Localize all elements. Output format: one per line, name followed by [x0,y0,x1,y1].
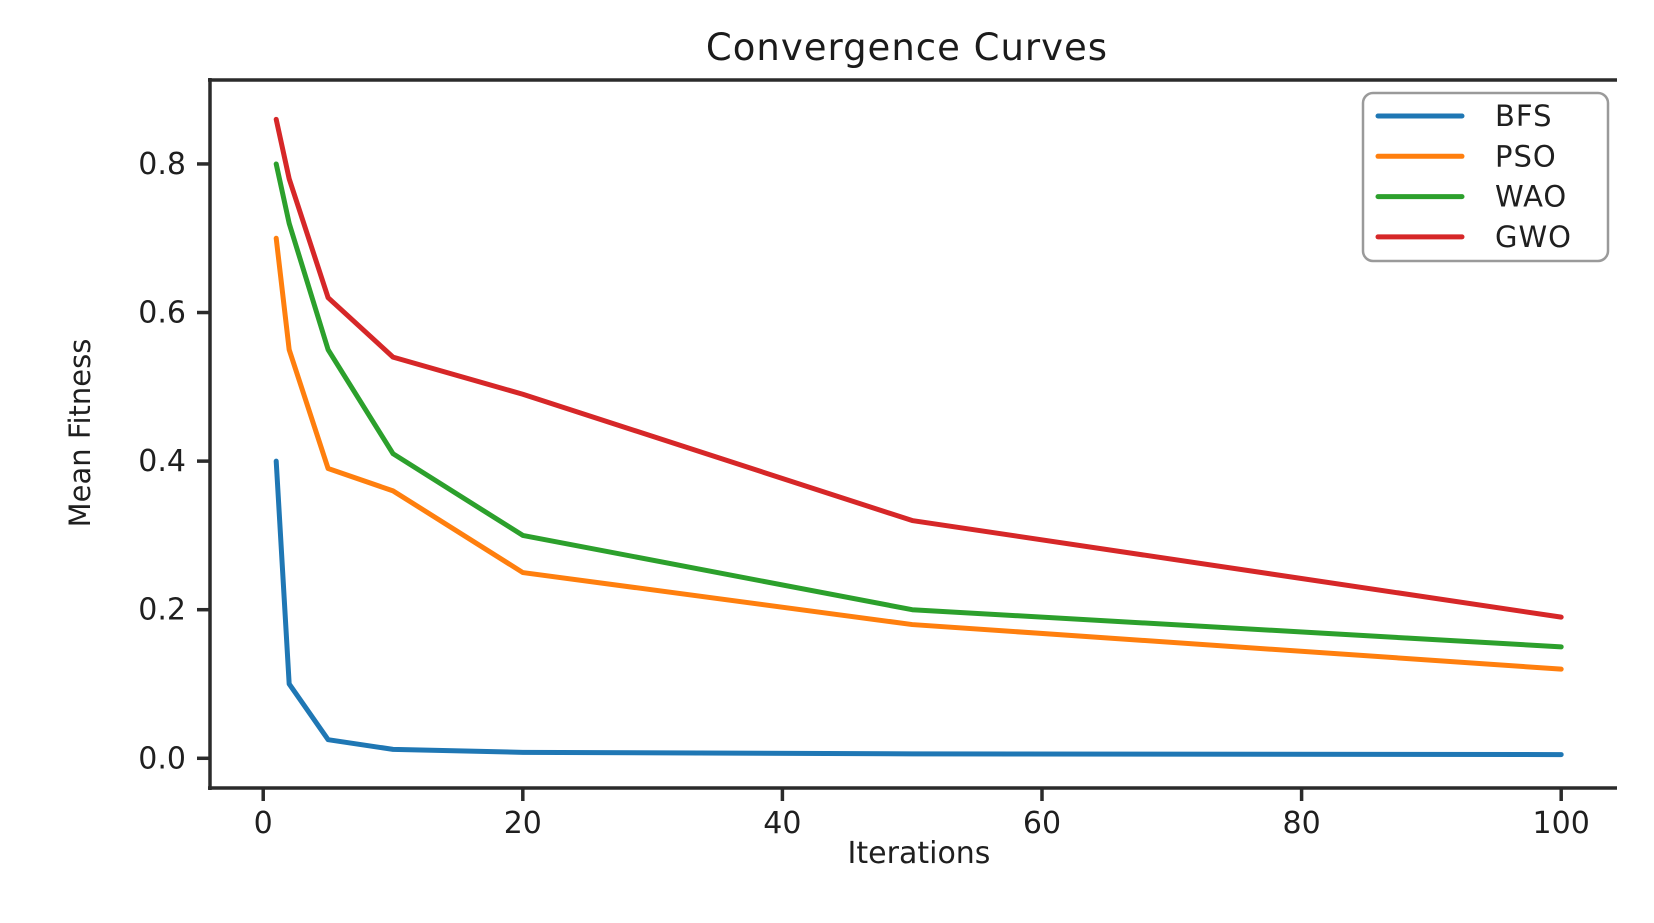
x-tick-label: 80 [1282,806,1320,841]
series-line-gwo [273,116,1564,620]
x-tick-label: 40 [763,806,801,841]
x-axis-label: Iterations [847,836,991,871]
y-tick-label: 0.8 [138,147,186,182]
y-tick-label: 0.4 [138,444,186,479]
series-line-pso [273,235,1564,672]
x-tick-label: 100 [1533,806,1590,841]
legend-label-bfs: BFS [1495,99,1552,133]
legend-label-wao: WAO [1495,180,1567,214]
legend-box [1361,91,1610,263]
legend-label-pso: PSO [1495,139,1557,173]
series-line-wao [273,161,1564,650]
legend-label-gwo: GWO [1495,220,1572,254]
series-line-bfs [273,458,1564,758]
y-tick-label: 0.6 [138,296,186,331]
chart-title: Convergence Curves [705,26,1109,69]
x-tick-label: 0 [254,806,273,841]
y-tick-label: 0.2 [138,593,186,628]
x-tick-label: 20 [504,806,542,841]
x-tick-label: 60 [1023,806,1061,841]
y-tick-label: 0.0 [138,741,186,776]
